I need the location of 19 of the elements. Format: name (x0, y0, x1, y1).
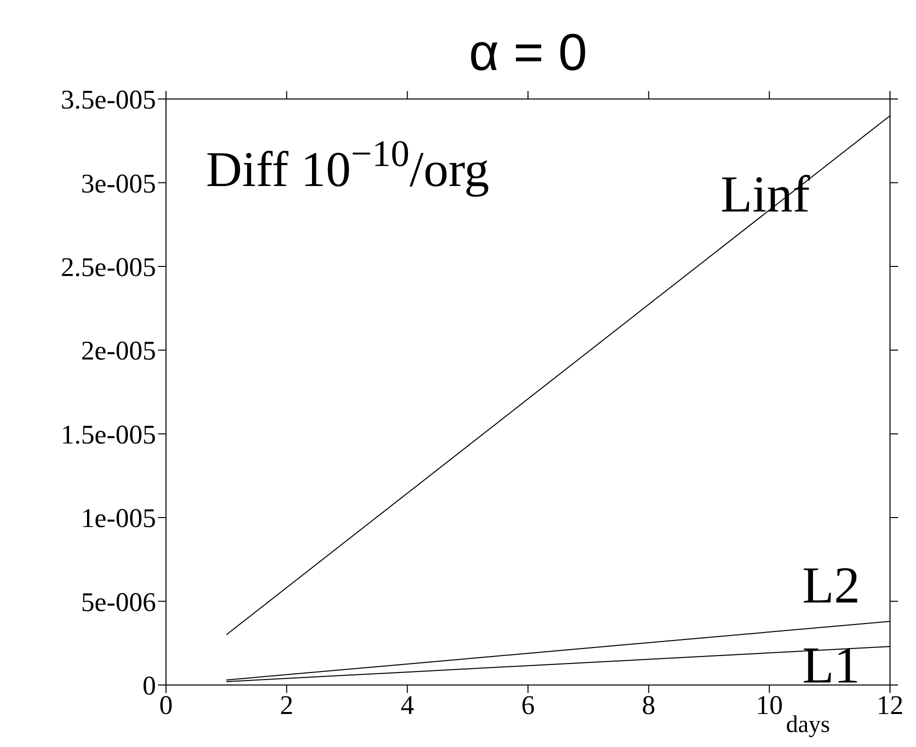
y-tick-label: 1.5e-005 (60, 419, 156, 450)
x-tick-label: 10 (756, 690, 783, 720)
y-tick-label: 3e-005 (81, 168, 156, 198)
y-tick-label: 3.5e-005 (60, 84, 156, 115)
x-tick-label: 8 (642, 690, 656, 720)
y-tick-label: 0 (142, 670, 156, 701)
legend-label: L2 (802, 557, 860, 614)
chart-title: α = 0 (468, 24, 588, 82)
series-label: L1 (802, 637, 860, 694)
y-tick-label: 2.5e-005 (60, 252, 156, 282)
x-tick-label: 12 (876, 690, 904, 720)
annotation: Diff 10$^{−10}$/org (206, 134, 490, 197)
x-tick-label: 4 (400, 690, 415, 720)
y-tick-label: 5e-006 (81, 586, 156, 617)
x-axis-title: days (786, 712, 830, 738)
y-tick-label: 1e-005 (81, 503, 156, 534)
y-tick-label: 2e-005 (81, 336, 156, 366)
x-tick-label: 6 (521, 690, 535, 720)
x-tick-label: 2 (280, 690, 294, 720)
